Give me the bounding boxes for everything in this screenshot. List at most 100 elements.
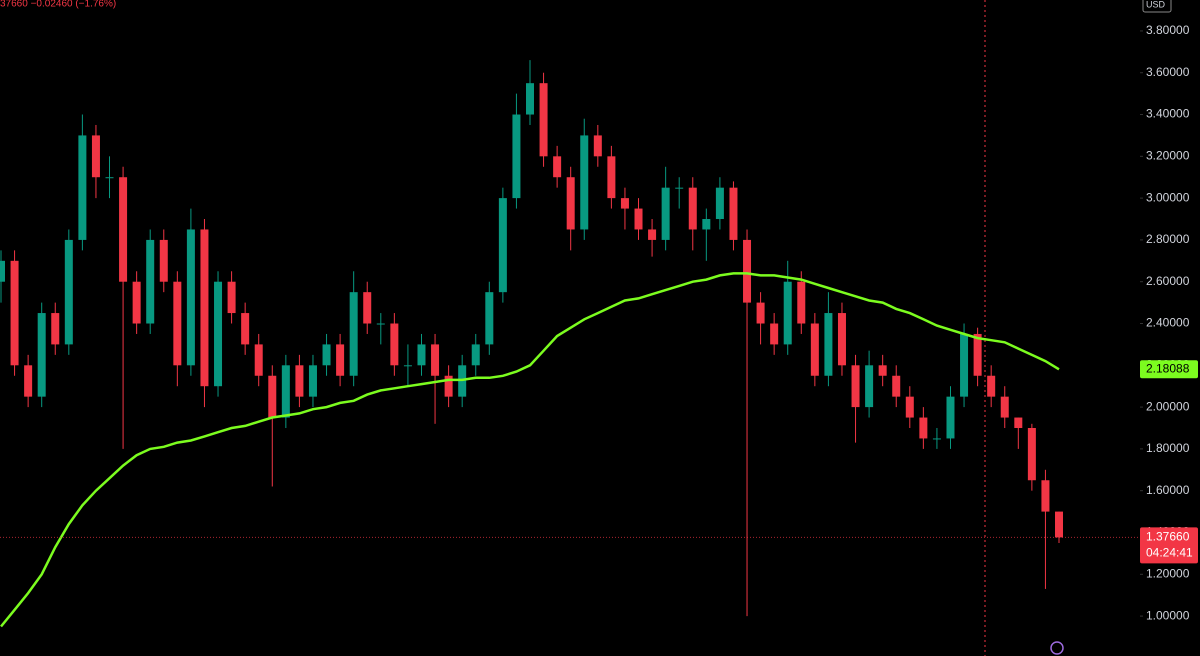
candle-body xyxy=(471,344,480,366)
candle-body xyxy=(417,344,426,366)
candle-body xyxy=(512,114,521,199)
y-tick-label: 1.60000 xyxy=(1146,483,1190,497)
candle-body xyxy=(10,260,19,366)
candle-body xyxy=(227,281,236,314)
candle-body xyxy=(580,135,589,230)
candle-body xyxy=(824,313,833,376)
candle-body xyxy=(390,323,399,366)
ma-label-box xyxy=(1140,360,1198,379)
candle-body xyxy=(78,135,87,240)
icon[interactable] xyxy=(1050,641,1064,655)
candle-body xyxy=(919,417,928,439)
candle-body xyxy=(403,365,412,367)
candle-body xyxy=(770,323,779,345)
candle-body xyxy=(783,281,792,345)
candle-body xyxy=(539,83,548,157)
y-tick-label: 3.20000 xyxy=(1146,148,1190,162)
candle-body xyxy=(159,239,168,282)
candle-body xyxy=(810,323,819,376)
candle-body xyxy=(431,344,440,376)
candle-body xyxy=(485,292,494,345)
y-tick-label: 1.00000 xyxy=(1146,608,1190,622)
y-tick-label: 3.00000 xyxy=(1146,190,1190,204)
candle-body xyxy=(946,396,955,439)
candle-body xyxy=(119,177,128,282)
candle-body xyxy=(566,177,575,230)
candle-body xyxy=(729,187,738,240)
y-tick-label: 3.80000 xyxy=(1146,23,1190,37)
candle-body xyxy=(308,365,317,397)
y-tick-label: 2.60000 xyxy=(1146,274,1190,288)
candle-body xyxy=(987,375,996,397)
y-tick-label: 1.20000 xyxy=(1146,566,1190,580)
candle-body xyxy=(349,292,358,376)
candle-body xyxy=(593,135,602,157)
candle-body xyxy=(837,313,846,366)
candle-body xyxy=(851,365,860,408)
candle-body xyxy=(1027,427,1036,481)
candle-body xyxy=(200,229,209,387)
candle-body xyxy=(892,375,901,397)
candle-body xyxy=(322,344,331,366)
candle-body xyxy=(675,187,684,189)
candle-body xyxy=(91,135,100,178)
header: 37660 −0.02460 (−1.76%) xyxy=(0,0,116,10)
candle-body xyxy=(214,281,223,387)
candle-body xyxy=(620,198,629,209)
candle-body xyxy=(743,239,752,303)
candle-body xyxy=(363,292,372,324)
currency: USD xyxy=(1146,0,1166,9)
candle-body xyxy=(932,438,941,440)
candle-body xyxy=(132,281,141,324)
candle-body xyxy=(878,365,887,376)
candle-body xyxy=(797,281,806,324)
candle-body xyxy=(607,156,616,199)
candle-body xyxy=(281,365,290,418)
candle-body xyxy=(526,83,534,115)
candle-body xyxy=(37,313,46,397)
y-tick-label: 2.00000 xyxy=(1146,399,1190,413)
candle-body xyxy=(498,198,507,293)
candle-body xyxy=(648,229,657,240)
candle-body xyxy=(146,239,155,324)
candle-body xyxy=(1041,480,1050,512)
candle-body xyxy=(634,208,643,230)
candle-body xyxy=(1014,417,1023,428)
candle-body xyxy=(268,375,277,418)
candle-body xyxy=(376,323,385,325)
currency-box xyxy=(1142,0,1172,13)
y-tick-label: 2.80000 xyxy=(1146,232,1190,246)
price-label: 1.37660 xyxy=(1146,530,1190,544)
candle-body xyxy=(241,313,250,345)
y-tick-label: 3.60000 xyxy=(1146,65,1190,79)
candle-body xyxy=(688,187,697,230)
candle-body xyxy=(336,344,345,376)
candle-body xyxy=(715,187,724,220)
moving-average xyxy=(0,272,1060,628)
y-tick-label: 3.40000 xyxy=(1146,107,1190,121)
candle-body xyxy=(756,302,765,324)
candle-body xyxy=(865,365,874,408)
candle-body xyxy=(444,375,453,397)
y-tick-label: 1.80000 xyxy=(1146,441,1190,455)
price-label-box xyxy=(1140,527,1198,564)
candle-body xyxy=(553,156,562,178)
y-tick-label: 2.40000 xyxy=(1146,316,1190,330)
candle-body xyxy=(1055,511,1063,538)
candle-body xyxy=(173,281,182,366)
candle-body xyxy=(973,333,982,376)
candle-body xyxy=(186,229,195,366)
candle-body xyxy=(295,365,304,397)
candle-body xyxy=(0,260,5,282)
candle-body xyxy=(64,239,73,345)
candle-body xyxy=(702,219,711,230)
ma-label: 2.18088 xyxy=(1146,361,1190,375)
candle-body xyxy=(254,344,263,376)
candle-body xyxy=(24,365,33,397)
candle-body xyxy=(905,396,914,418)
candle-body xyxy=(51,313,60,345)
candle-body xyxy=(661,187,670,240)
candle-body xyxy=(105,177,114,179)
